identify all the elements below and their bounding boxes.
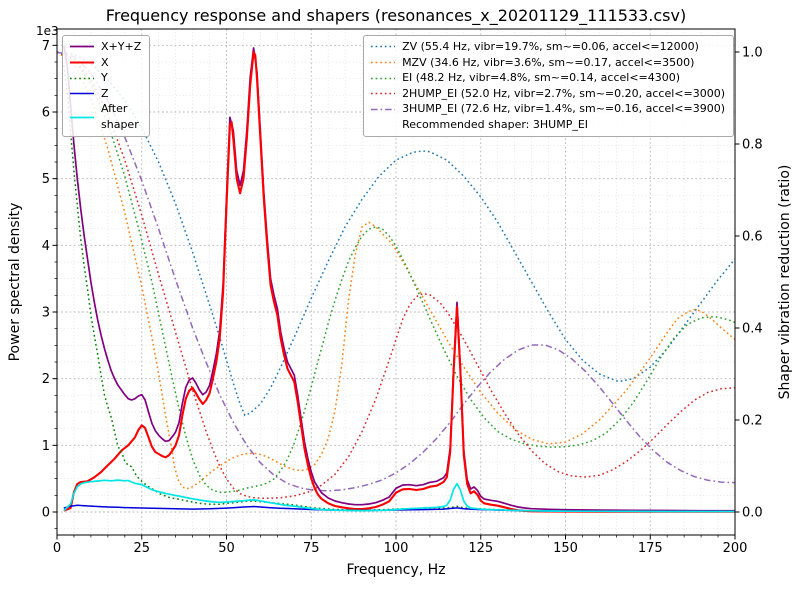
left-y-axis-label: Power spectral density (7, 202, 23, 362)
x-axis-label: Frequency, Hz (346, 562, 446, 578)
legend-label: After shaper (101, 102, 139, 132)
right-y-tick-label: 0.6 (742, 230, 763, 245)
legend-label: Recommended shaper: 3HUMP_EI (402, 118, 589, 132)
x-tick-label: 50 (218, 541, 235, 556)
legend-item-xyz-sum: X+Y+Z (69, 39, 141, 55)
left-y-tick-label: 7 (42, 39, 50, 54)
left-y-tick-label: 4 (42, 239, 50, 254)
left-y-tick-label: 3 (42, 306, 50, 321)
left-y-tick-label: 0 (42, 506, 50, 521)
series-x (63, 50, 735, 513)
series-3hump-ei (56, 51, 736, 492)
right-y-axis-label: Shaper vibration reduction (ratio) (777, 164, 793, 400)
legend-line-sample (371, 92, 396, 95)
legend-label: MZV (34.6 Hz, vibr=3.6%, sm~=0.17, accel… (402, 55, 695, 69)
shaper-curves (56, 51, 736, 499)
x-tick-label: 125 (468, 541, 493, 556)
series-zv (56, 51, 736, 417)
right-y-tick-label: 0.2 (742, 414, 763, 429)
legend-line-sample (371, 108, 396, 110)
series-after-shaper (63, 479, 735, 513)
legend-line-sample (70, 45, 94, 48)
psd-curves (62, 45, 735, 513)
legend-label: X (101, 55, 109, 69)
left-y-tick-label: 6 (42, 106, 50, 121)
legend-item-3hump-ei: 3HUMP_EI (72.6 Hz, vibr=1.4%, sm~=0.16, … (370, 101, 725, 117)
legend-line-sample (371, 46, 396, 48)
legend-item-ei: EI (48.2 Hz, vibr=4.8%, sm~=0.14, accel<… (370, 70, 725, 86)
x-tick-label: 75 (303, 541, 320, 556)
series-mzv (56, 51, 736, 490)
legend-psd: X+Y+Z X Y Z After shaper (62, 35, 151, 137)
legend-item-recommended: Recommended shaper: 3HUMP_EI (370, 117, 725, 133)
legend-line-sample (371, 61, 396, 64)
right-y-tick-label: 0.4 (742, 322, 763, 337)
legend-item-z: Z (69, 86, 141, 102)
series-y (63, 65, 735, 513)
legend-item-2hump-ei: 2HUMP_EI (52.0 Hz, vibr=2.7%, sm~=0.20, … (370, 86, 725, 102)
legend-label: X+Y+Z (101, 40, 142, 53)
legend-empty-sample (370, 119, 396, 130)
axis-ticks: 0 25 50 75 100 125 150 175 200 0 1 2 3 4 5 6 7 0.0 0.2 0.4 0… (42, 39, 763, 556)
right-y-tick-label: 0.8 (742, 138, 763, 153)
series-ei (56, 51, 736, 493)
legend-item-zv: ZV (55.4 Hz, vibr=19.7%, sm~=0.06, accel… (370, 39, 725, 55)
x-tick-label: 175 (638, 541, 663, 556)
right-y-tick-label: 1.0 (742, 46, 763, 61)
legend-label: EI (48.2 Hz, vibr=4.8%, sm~=0.14, accel<… (402, 71, 681, 85)
legend-item-x: X (69, 55, 141, 71)
x-tick-label: 150 (553, 541, 578, 556)
legend-label: Z (101, 86, 109, 100)
legend-shapers: ZV (55.4 Hz, vibr=19.7%, sm~=0.06, accel… (363, 35, 734, 137)
left-y-tick-label: 2 (42, 372, 50, 387)
legend-label: Y (101, 71, 108, 85)
x-tick-label: 100 (384, 541, 409, 556)
legend-label: ZV (55.4 Hz, vibr=19.7%, sm~=0.06, accel… (402, 40, 699, 53)
left-axis-offset-label: 1e3 (36, 24, 59, 38)
grid-minor (57, 29, 735, 535)
legend-line-sample (371, 77, 396, 79)
series-2hump-ei (56, 51, 736, 499)
left-y-tick-label: 1 (42, 439, 50, 454)
right-y-tick-label: 0.0 (742, 506, 763, 521)
legend-label: 2HUMP_EI (52.0 Hz, vibr=2.7%, sm~=0.20, … (402, 86, 725, 100)
legend-line-sample (70, 92, 94, 95)
legend-label: 3HUMP_EI (72.6 Hz, vibr=1.4%, sm~=0.16, … (402, 102, 725, 116)
x-tick-label: 200 (723, 541, 748, 556)
x-tick-label: 0 (53, 541, 61, 556)
left-y-tick-label: 5 (42, 172, 50, 187)
legend-line-sample (70, 61, 94, 64)
legend-item-mzv: MZV (34.6 Hz, vibr=3.6%, sm~=0.17, accel… (370, 55, 725, 71)
x-tick-label: 25 (133, 541, 150, 556)
legend-item-y: Y (69, 70, 141, 86)
legend-line-sample (70, 116, 94, 118)
legend-line-sample (70, 77, 94, 79)
legend-item-after-shaper: After shaper (69, 101, 141, 132)
chart-title: Frequency response and shapers (resonanc… (105, 6, 687, 25)
